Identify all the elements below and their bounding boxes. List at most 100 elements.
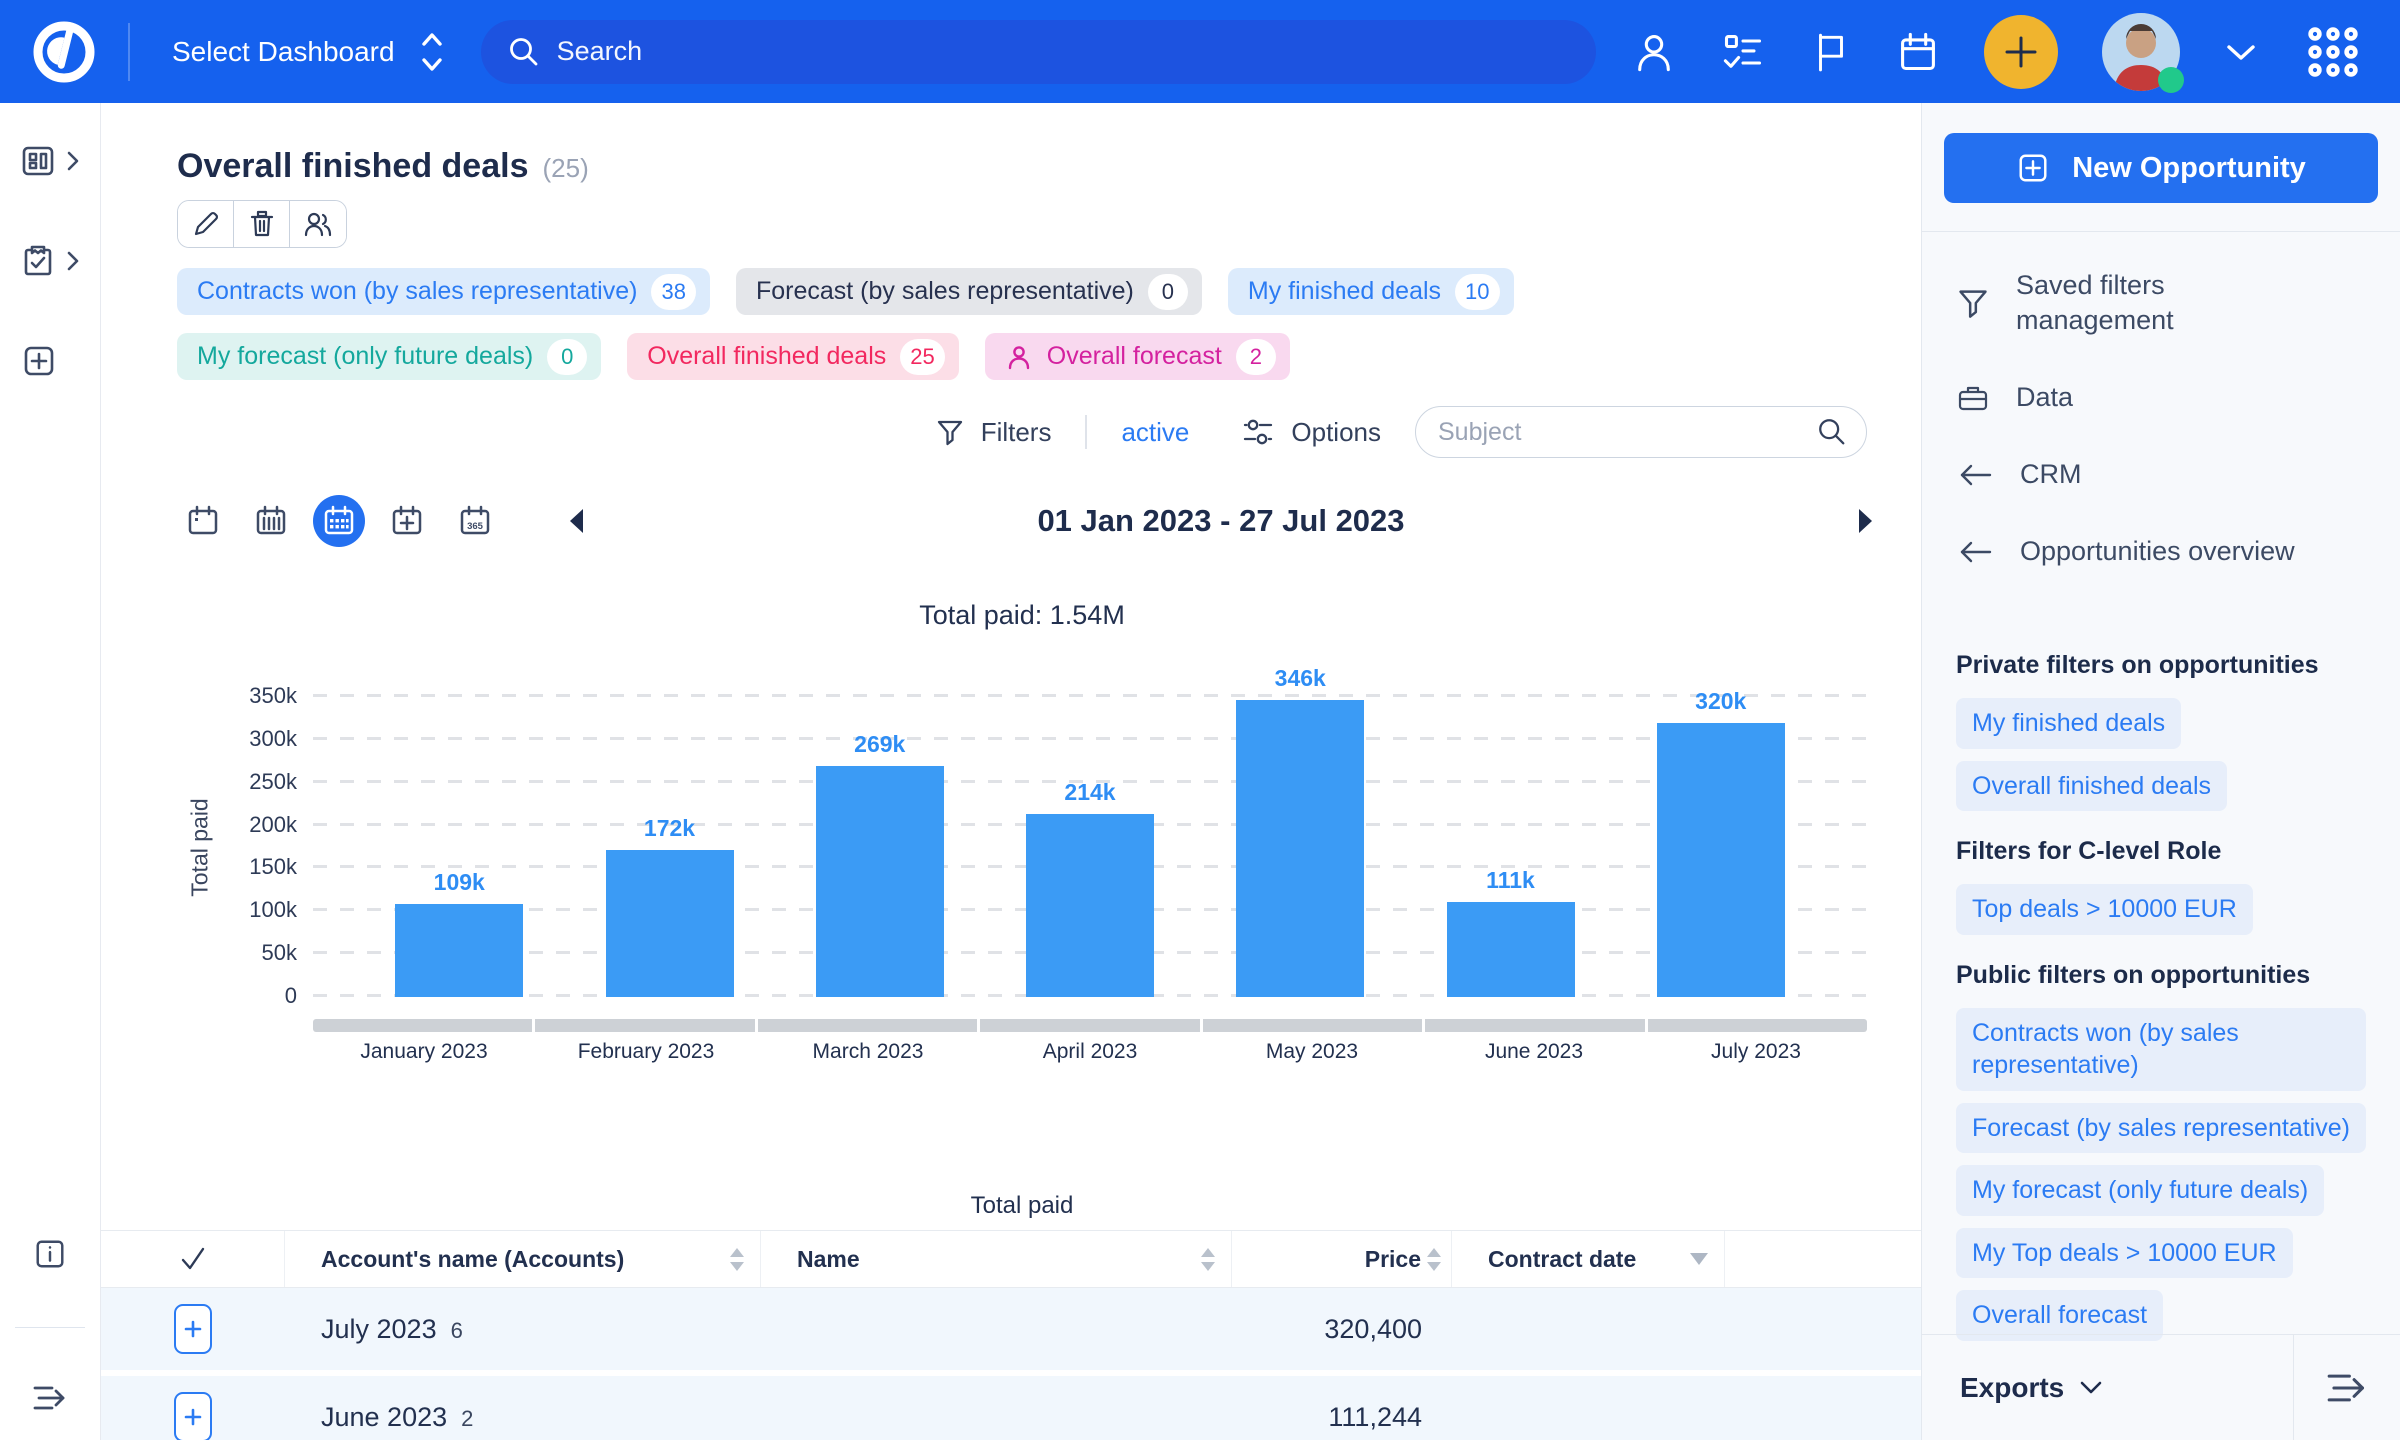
subject-input[interactable] xyxy=(1438,418,1816,447)
sidebar-item-activities[interactable] xyxy=(20,243,80,279)
bar[interactable] xyxy=(1026,814,1154,997)
bar[interactable] xyxy=(816,766,944,997)
filters-active-link[interactable]: active xyxy=(1121,417,1189,448)
bar[interactable] xyxy=(1447,902,1575,997)
dashboard-selector[interactable]: Select Dashboard xyxy=(130,30,481,74)
list-toolbar: Filters active Options xyxy=(177,406,1867,458)
quick-add-button[interactable] xyxy=(1984,15,2058,89)
date-range-label[interactable]: 01 Jan 2023 - 27 Jul 2023 xyxy=(1037,503,1404,539)
saved-filter-link[interactable]: My forecast (only future deals) xyxy=(1956,1165,2324,1216)
calendar-button[interactable] xyxy=(1896,30,1940,74)
sort-icon[interactable] xyxy=(730,1248,744,1271)
calendar-day-icon xyxy=(185,503,221,539)
apps-menu-button[interactable] xyxy=(2302,21,2364,83)
bar-value-label: 111k xyxy=(1486,867,1535,894)
sort-icon[interactable] xyxy=(1201,1248,1215,1271)
filter-chip[interactable]: My finished deals 10 xyxy=(1228,268,1514,315)
filters-button[interactable]: Filters xyxy=(935,417,1052,448)
saved-filter-link[interactable]: Contracts won (by sales representative) xyxy=(1956,1008,2366,1091)
sidebar-item-create[interactable] xyxy=(21,343,57,379)
next-period-button[interactable] xyxy=(1855,506,1877,536)
bar-column[interactable]: 214k xyxy=(1026,779,1154,997)
saved-filter-link[interactable]: My Top deals > 10000 EUR xyxy=(1956,1228,2293,1279)
share-button[interactable] xyxy=(290,201,346,247)
dashboard-selector-label: Select Dashboard xyxy=(172,36,395,68)
period-quarter-button[interactable] xyxy=(381,495,433,547)
period-month-button-active[interactable] xyxy=(313,495,365,547)
info-button[interactable] xyxy=(33,1237,67,1271)
chevron-updown-icon xyxy=(417,30,447,74)
search-icon xyxy=(1816,416,1848,448)
nav-item-opportunities-overview[interactable]: Opportunities overview xyxy=(1956,534,2366,569)
delete-button[interactable] xyxy=(234,201,290,247)
nav-item-saved-filters[interactable]: Saved filters management xyxy=(1956,268,2366,338)
sort-icon[interactable] xyxy=(1427,1248,1441,1271)
bar-value-label: 109k xyxy=(434,869,485,896)
subject-search[interactable] xyxy=(1415,406,1867,458)
scrollbar-segment[interactable] xyxy=(758,1019,977,1032)
search-input[interactable] xyxy=(557,36,1570,67)
saved-filter-link[interactable]: Forecast (by sales representative) xyxy=(1956,1103,2366,1154)
new-opportunity-button[interactable]: New Opportunity xyxy=(1944,133,2378,203)
bar-chart: Total paid 350k300k250k200k150k100k50k0 … xyxy=(177,697,1867,997)
scrollbar-segment[interactable] xyxy=(1203,1019,1422,1032)
saved-filter-link[interactable]: My finished deals xyxy=(1956,698,2181,749)
scrollbar-segment[interactable] xyxy=(313,1019,532,1032)
filter-chip[interactable]: Overall finished deals 25 xyxy=(627,333,959,380)
column-header-price[interactable]: Price xyxy=(1232,1231,1452,1287)
bar[interactable] xyxy=(395,904,523,997)
expand-sidebar-button[interactable] xyxy=(30,1382,70,1414)
chart-scrollbar[interactable] xyxy=(313,1019,1867,1032)
scrollbar-segment[interactable] xyxy=(535,1019,754,1032)
search-bar[interactable] xyxy=(481,20,1596,84)
column-header-contract-date[interactable]: Contract date xyxy=(1452,1231,1725,1287)
bar-column[interactable]: 109k xyxy=(395,869,523,997)
user-avatar[interactable] xyxy=(2102,13,2180,91)
column-filter-icon[interactable] xyxy=(1690,1253,1708,1265)
period-day-button[interactable] xyxy=(177,495,229,547)
expand-row-button[interactable] xyxy=(174,1304,212,1354)
deals-table: Account's name (Accounts) Name Price Con… xyxy=(101,1230,1921,1440)
filter-chip[interactable]: Contracts won (by sales representative) … xyxy=(177,268,710,315)
saved-filter-link[interactable]: Top deals > 10000 EUR xyxy=(1956,884,2253,935)
app-logo[interactable] xyxy=(0,0,128,103)
filter-chip-selected[interactable]: Overall forecast 2 xyxy=(985,333,1290,380)
scrollbar-segment[interactable] xyxy=(1648,1019,1867,1032)
table-row[interactable]: July 2023 6 320,400 xyxy=(101,1288,1921,1370)
period-year-button[interactable]: 365 xyxy=(449,495,501,547)
filter-chip[interactable]: My forecast (only future deals) 0 xyxy=(177,333,601,380)
bar-column[interactable]: 172k xyxy=(606,815,734,997)
period-week-button[interactable] xyxy=(245,495,297,547)
bar[interactable] xyxy=(1657,723,1785,997)
section-heading: Public filters on opportunities xyxy=(1956,961,2366,990)
sidebar-item-dashboards[interactable] xyxy=(20,143,80,179)
table-row[interactable]: June 2023 2 111,244 xyxy=(101,1376,1921,1440)
filter-chip[interactable]: Forecast (by sales representative) 0 xyxy=(736,268,1202,315)
bar-column[interactable]: 320k xyxy=(1657,688,1785,997)
nav-item-data[interactable]: Data xyxy=(1956,380,2366,415)
bar-column[interactable]: 346k xyxy=(1236,665,1364,997)
column-header-name[interactable]: Name xyxy=(761,1231,1232,1287)
expand-row-button[interactable] xyxy=(174,1392,212,1440)
scrollbar-segment[interactable] xyxy=(1425,1019,1644,1032)
bar-column[interactable]: 111k xyxy=(1447,867,1575,997)
bar[interactable] xyxy=(1236,700,1364,997)
tasks-button[interactable] xyxy=(1720,30,1766,74)
bar[interactable] xyxy=(606,850,734,997)
profile-menu-button[interactable] xyxy=(2224,41,2258,63)
nav-item-crm[interactable]: CRM xyxy=(1956,457,2366,492)
options-button[interactable]: Options xyxy=(1241,416,1381,448)
column-header-account[interactable]: Account's name (Accounts) xyxy=(285,1231,761,1287)
exports-button[interactable]: Exports xyxy=(1922,1335,2293,1440)
select-all-cell[interactable] xyxy=(101,1231,285,1287)
edit-button[interactable] xyxy=(178,201,234,247)
saved-filter-link[interactable]: Overall finished deals xyxy=(1956,761,2227,812)
contacts-button[interactable] xyxy=(1632,30,1676,74)
collapse-sidebar-button[interactable] xyxy=(2293,1335,2400,1440)
flags-button[interactable] xyxy=(1810,30,1852,74)
bar-value-label: 214k xyxy=(1064,779,1115,806)
previous-period-button[interactable] xyxy=(565,506,587,536)
scrollbar-segment[interactable] xyxy=(980,1019,1199,1032)
section-heading: Filters for C-level Role xyxy=(1956,837,2366,866)
bar-column[interactable]: 269k xyxy=(816,731,944,997)
